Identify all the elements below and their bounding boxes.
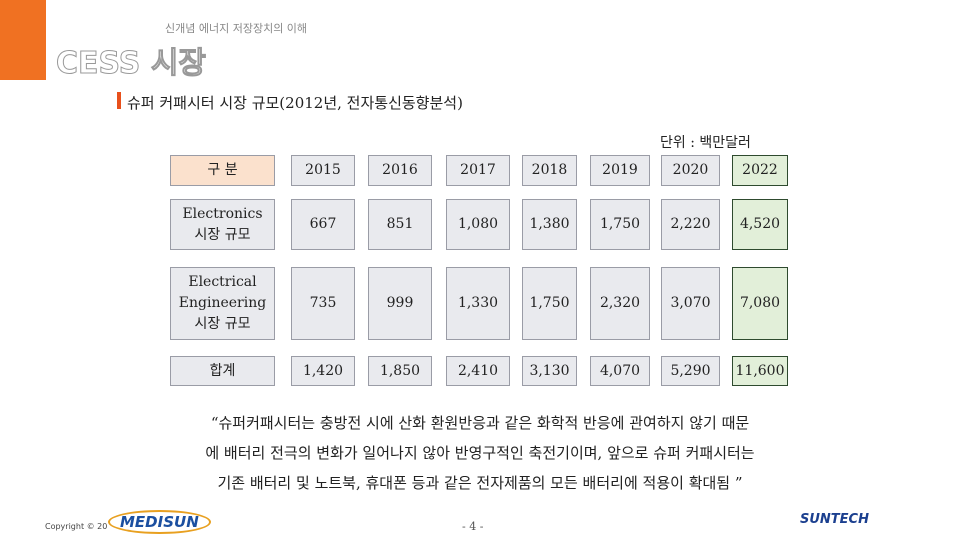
section-heading: 슈퍼 커패시터 시장 규모(2012년, 전자통신동향분석) [127, 94, 463, 112]
value-cell: 3,070 [661, 267, 720, 340]
accent-block [0, 0, 46, 80]
row-label-line: Electrical [188, 274, 257, 290]
title: CESS 시장 [55, 46, 207, 82]
unit-label: 단위 : 백만달러 [660, 135, 751, 151]
row-label: Electronics 시장 규모 [170, 199, 275, 250]
header-cell: 2015 [291, 155, 355, 186]
value-cell: 1,850 [368, 356, 432, 386]
value-cell: 4,520 [732, 199, 788, 250]
quote-line: 에 배터리 전극의 변화가 일어나지 않아 반영구적인 축전기이며, 앞으로 슈… [205, 444, 755, 462]
header-cell: 2016 [368, 155, 432, 186]
row-label-line: 합계 [209, 362, 236, 379]
value-cell: 2,320 [590, 267, 650, 340]
row-label-line: Electronics [182, 205, 263, 222]
value-cell: 667 [291, 199, 355, 250]
header-cell: 2019 [590, 155, 650, 186]
value-cell: 735 [291, 267, 355, 340]
page-number: - 4 - [462, 520, 484, 533]
header-cell: 2018 [522, 155, 577, 186]
heading-bar [117, 92, 121, 109]
value-cell: 2,220 [661, 199, 720, 250]
logo-left: MEDISUN [108, 510, 211, 534]
row-label-line: 시장 규모 [194, 226, 251, 243]
value-cell: 1,750 [590, 199, 650, 250]
quote-line: “슈퍼커패시터는 충방전 시에 산화 환원반응과 같은 화학적 반응에 관여하지… [210, 414, 750, 432]
value-cell: 1,080 [446, 199, 510, 250]
subtitle: 신개념 에너지 저장장치의 이해 [165, 22, 308, 35]
value-cell: 2,410 [446, 356, 510, 386]
header-cell: 구 분 [170, 155, 275, 186]
logo-right: SUNTECH [800, 512, 869, 527]
header-cell: 2017 [446, 155, 510, 186]
value-cell: 1,420 [291, 356, 355, 386]
value-cell: 1,750 [522, 267, 577, 340]
value-cell: 851 [368, 199, 432, 250]
value-cell: 5,290 [661, 356, 720, 386]
row-label: 합계 [170, 356, 275, 386]
value-cell: 7,080 [732, 267, 788, 340]
row-label: Electrical Engineering 시장 규모 [170, 267, 275, 340]
row-label-line: 시장 규모 [194, 316, 251, 332]
value-cell: 4,070 [590, 356, 650, 386]
header-cell: 2020 [661, 155, 720, 186]
row-label-line: Engineering [178, 295, 267, 311]
quote-line: 기존 배터리 및 노트북, 휴대폰 등과 같은 전자제품의 모든 배터리에 적용… [217, 474, 743, 492]
copyright: Copyright © 20 [45, 522, 108, 531]
value-cell: 1,330 [446, 267, 510, 340]
value-cell: 1,380 [522, 199, 577, 250]
value-cell: 11,600 [732, 356, 788, 386]
header-cell: 2022 [732, 155, 788, 186]
value-cell: 999 [368, 267, 432, 340]
value-cell: 3,130 [522, 356, 577, 386]
